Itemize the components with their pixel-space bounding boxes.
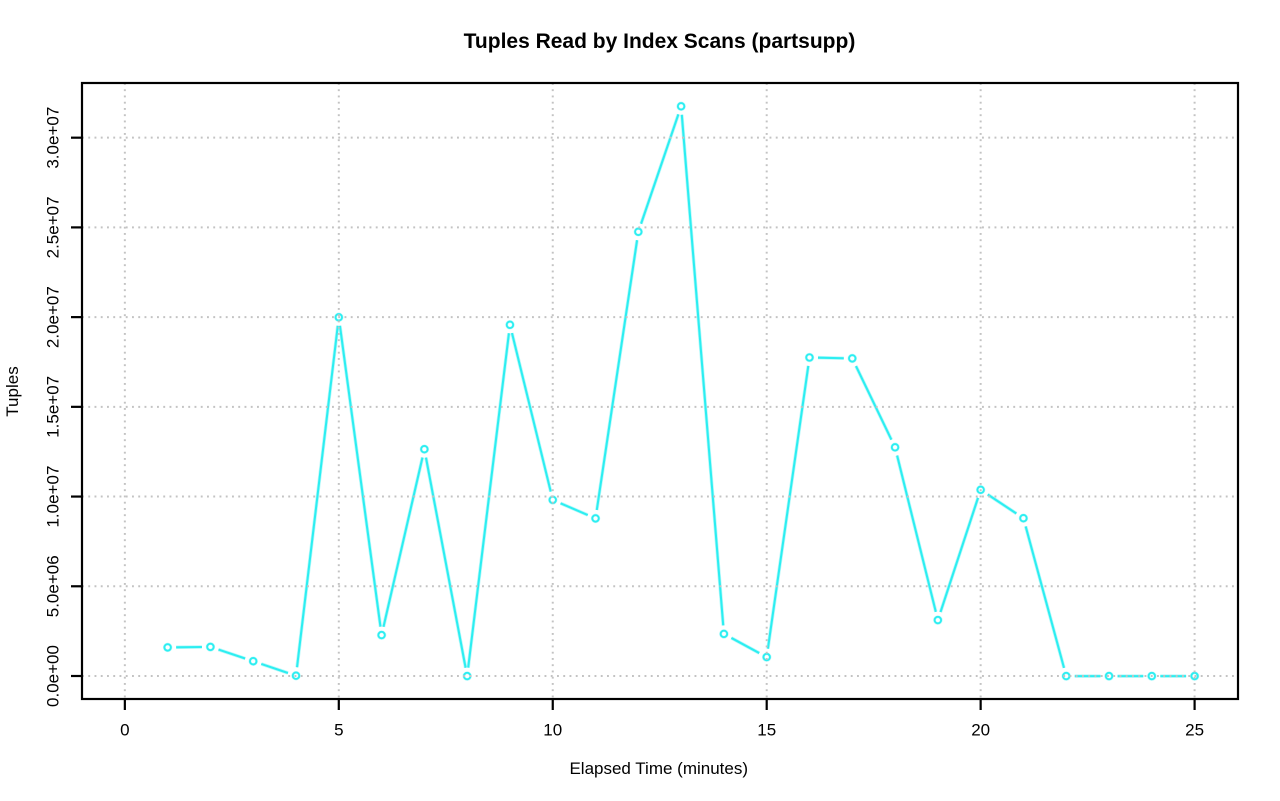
svg-text:5: 5 [334, 720, 343, 739]
svg-text:20: 20 [971, 720, 990, 739]
svg-text:1.5e+07: 1.5e+07 [43, 376, 62, 438]
svg-text:2.0e+07: 2.0e+07 [43, 286, 62, 348]
svg-text:2.5e+07: 2.5e+07 [43, 196, 62, 258]
svg-text:0: 0 [120, 720, 129, 739]
svg-text:Tuples: Tuples [3, 366, 22, 416]
svg-text:Tuples Read by Index Scans (pa: Tuples Read by Index Scans (partsupp) [464, 30, 856, 53]
svg-text:25: 25 [1185, 720, 1204, 739]
svg-text:3.0e+07: 3.0e+07 [43, 107, 62, 169]
svg-text:10: 10 [543, 720, 562, 739]
svg-text:0.0e+00: 0.0e+00 [43, 645, 62, 707]
svg-text:1.0e+07: 1.0e+07 [43, 466, 62, 528]
svg-text:Elapsed Time (minutes): Elapsed Time (minutes) [569, 759, 748, 778]
svg-text:5.0e+06: 5.0e+06 [43, 555, 62, 617]
svg-text:15: 15 [757, 720, 776, 739]
